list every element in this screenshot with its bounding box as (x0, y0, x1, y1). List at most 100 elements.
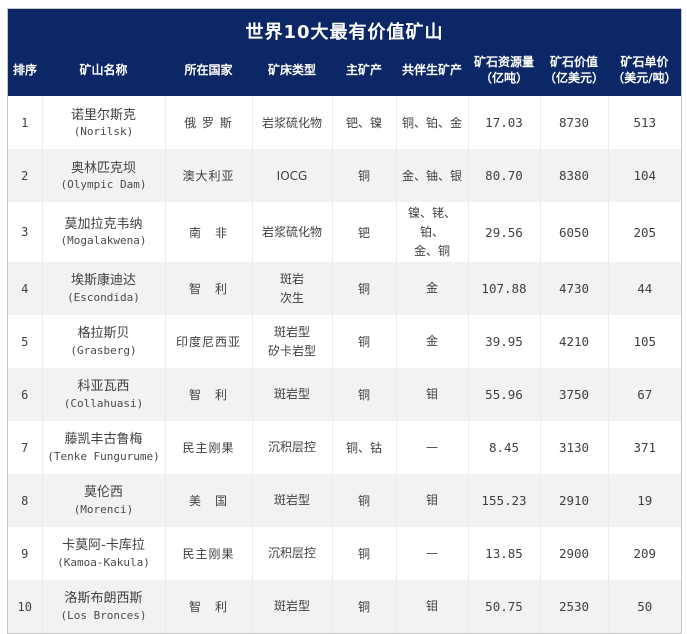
cell-rank: 9 (8, 527, 42, 581)
cell-rank: 8 (8, 474, 42, 528)
cell-country: 智 利 (164, 262, 252, 316)
mine-name-en: (Collahuasi) (63, 396, 144, 410)
cell-ore-value: 4730 (539, 262, 608, 316)
col-header-main-mineral: 主矿产 (332, 52, 396, 97)
cell-ore-resource: 155.23 (467, 474, 540, 528)
cell-rank: 3 (8, 202, 42, 263)
cell-ore-unit-price: 513 (607, 96, 681, 150)
cell-rank: 4 (8, 262, 42, 316)
cell-assoc-minerals: 铜、铂、金 (395, 96, 468, 150)
cell-main-mineral: 铜 (331, 315, 396, 369)
cell-main-mineral: 铜 (331, 368, 396, 422)
cell-country: 南 非 (164, 202, 252, 263)
cell-ore-unit-price: 371 (607, 421, 681, 475)
cell-assoc-minerals: 钼 (395, 474, 468, 528)
cell-ore-unit-price: 50 (607, 580, 681, 634)
cell-ore-unit-price: 104 (607, 149, 681, 203)
table-row: 5 格拉斯贝 (Grasberg) 印度尼西亚 斑岩型 矽卡岩型铜金 39.95 4210 1… (8, 315, 681, 369)
cell-ore-resource: 8.45 (467, 421, 540, 475)
mine-name-en: (Escondida) (67, 290, 140, 304)
col-header-deposit-type: 矿床类型 (252, 52, 332, 97)
cell-main-mineral: 铜、钴 (331, 421, 396, 475)
table-row: 6 科亚瓦西 (Collahuasi) 智 利斑岩型铜钼 55.96 3750 67 (8, 368, 681, 422)
cell-ore-value: 2530 (539, 580, 608, 634)
cell-main-mineral: 铜 (331, 149, 396, 203)
mine-name-cn: 洛斯布朗西斯 (64, 591, 143, 607)
col-header-assoc-minerals: 共伴生矿产 (396, 52, 468, 97)
col-header-ore-value: 矿石价值 （亿美元） (540, 52, 608, 97)
table-row: 9 卡莫阿-卡库拉 (Kamoa-Kakula) 民主刚果 沉积层控铜 —13.85 290… (8, 527, 681, 581)
col-header-ore-resource: 矿石资源量 （亿吨） (468, 52, 540, 97)
mine-name-cn: 卡莫阿-卡库拉 (62, 538, 145, 554)
mine-name-cell: 洛斯布朗西斯 (Los Bronces) (41, 580, 165, 634)
cell-assoc-minerals: 钼 (395, 580, 468, 634)
cell-deposit-type: 岩浆硫化物 (251, 96, 332, 150)
mine-name-en: (Tenke Fungurume) (47, 449, 160, 463)
cell-ore-value: 3750 (539, 368, 608, 422)
cell-country: 澳大利亚 (164, 149, 252, 203)
mine-name-en: (Norilsk) (73, 124, 134, 138)
cell-assoc-minerals: 镍、铑、铂、 金、铜 (395, 202, 468, 263)
mine-name-cell: 埃斯康迪达 (Escondida) (41, 262, 165, 316)
mine-name-cell: 藤凯丰古鲁梅 (Tenke Fungurume) (41, 421, 165, 475)
cell-ore-resource: 29.56 (467, 202, 540, 263)
col-header-ore-unit-price: 矿石单价 （美元/吨） (608, 52, 681, 97)
cell-country: 智 利 (164, 580, 252, 634)
cell-assoc-minerals: — (395, 527, 468, 581)
cell-rank: 7 (8, 421, 42, 475)
mine-name-en: (Kamoa-Kakula) (57, 555, 150, 569)
table-row: 2 奥林匹克坝 (Olympic Dam) 澳大利亚 IOCG 铜金、铀、银 80.70 83… (8, 149, 681, 203)
cell-assoc-minerals: 金 (395, 262, 468, 316)
table-row: 4 埃斯康迪达 (Escondida) 智 利斑岩 次生铜金 107.88 4730 44 (8, 262, 681, 316)
mine-name-cell: 格拉斯贝 (Grasberg) (41, 315, 165, 369)
mine-name-cn: 莫加拉克韦纳 (64, 217, 143, 233)
cell-deposit-type: 岩浆硫化物 (251, 202, 332, 263)
cell-main-mineral: 钯 (331, 202, 396, 263)
mine-name-cell: 莫加拉克韦纳 (Mogalakwena) (41, 202, 165, 263)
cell-deposit-type: 斑岩型 矽卡岩型 (251, 315, 332, 369)
cell-country: 俄 罗 斯 (164, 96, 252, 150)
mine-name-en: (Morenci) (73, 502, 134, 516)
mine-name-en: (Grasberg) (70, 343, 137, 357)
mine-name-cell: 卡莫阿-卡库拉 (Kamoa-Kakula) (41, 527, 165, 581)
table-row: 8 莫伦西 (Morenci) 美 国斑岩型铜钼 155.23 2910 19 (8, 474, 681, 528)
cell-ore-unit-price: 44 (607, 262, 681, 316)
cell-ore-value: 3130 (539, 421, 608, 475)
cell-ore-unit-price: 67 (607, 368, 681, 422)
mine-table: 排序 矿山名称 所在国家 矿床类型 主矿产 共伴生矿产 矿石资源量 （亿吨） 矿… (8, 52, 681, 634)
cell-deposit-type: 斑岩型 (251, 580, 332, 634)
cell-assoc-minerals: — (395, 421, 468, 475)
cell-main-mineral: 铜 (331, 527, 396, 581)
cell-country: 美 国 (164, 474, 252, 528)
mine-name-en: (Mogalakwena) (60, 234, 147, 248)
cell-ore-value: 2900 (539, 527, 608, 581)
cell-ore-unit-price: 205 (607, 202, 681, 263)
mine-name-cell: 莫伦西 (Morenci) (41, 474, 165, 528)
cell-ore-resource: 13.85 (467, 527, 540, 581)
mine-name-cn: 藤凯丰古鲁梅 (64, 432, 143, 448)
cell-ore-resource: 80.70 (467, 149, 540, 203)
cell-country: 印度尼西亚 (164, 315, 252, 369)
cell-deposit-type: 沉积层控 (251, 421, 332, 475)
cell-deposit-type: 沉积层控 (251, 527, 332, 581)
mine-name-cell: 奥林匹克坝 (Olympic Dam) (41, 149, 165, 203)
mine-name-cn: 诺里尔斯克 (70, 107, 136, 123)
mine-name-cn: 奥林匹克坝 (70, 160, 136, 176)
cell-ore-value: 8380 (539, 149, 608, 203)
mine-name-cell: 诺里尔斯克 (Norilsk) (41, 96, 165, 150)
cell-assoc-minerals: 钼 (395, 368, 468, 422)
cell-deposit-type: 斑岩 次生 (251, 262, 332, 316)
mine-name-cn: 埃斯康迪达 (70, 273, 136, 289)
mine-name-cell: 科亚瓦西 (Collahuasi) (41, 368, 165, 422)
mine-name-cn: 科亚瓦西 (77, 379, 130, 395)
cell-rank: 6 (8, 368, 42, 422)
cell-assoc-minerals: 金 (395, 315, 468, 369)
cell-ore-unit-price: 209 (607, 527, 681, 581)
cell-ore-resource: 55.96 (467, 368, 540, 422)
cell-main-mineral: 钯、镍 (331, 96, 396, 150)
cell-ore-resource: 50.75 (467, 580, 540, 634)
cell-deposit-type: IOCG (251, 149, 332, 203)
mine-name-en: (Los Bronces) (60, 608, 147, 622)
cell-rank: 5 (8, 315, 42, 369)
mine-name-en: (Olympic Dam) (60, 177, 147, 191)
